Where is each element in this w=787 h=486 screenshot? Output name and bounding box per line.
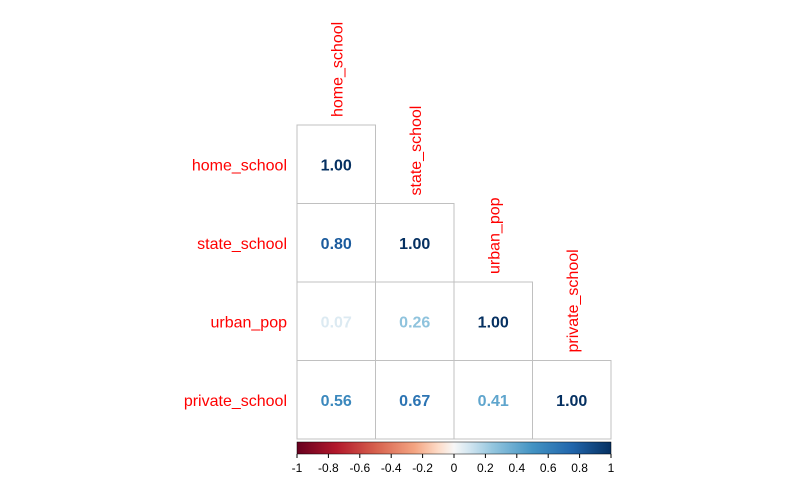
cell-value-label: 0.80 xyxy=(321,236,352,253)
column-labels: home_school state_school urban_pop private_… xyxy=(329,22,582,353)
colorbar-tick-label: 0.4 xyxy=(508,461,525,475)
matrix-cell xyxy=(375,360,455,440)
colorbar-tick-label: -0.8 xyxy=(318,461,339,475)
row-label-state-school: state_school xyxy=(197,236,287,253)
cell-value-label: 0.67 xyxy=(399,393,430,410)
cell-value-label: 0.41 xyxy=(478,393,509,410)
colorbar-tick-label: 0.6 xyxy=(540,461,557,475)
matrix-cell xyxy=(453,281,533,361)
colorbar-tick-label: 0.2 xyxy=(477,461,494,475)
cell-value-label: 1.00 xyxy=(478,314,509,331)
colorbar-tick-label: -1 xyxy=(292,461,303,475)
matrix-cell xyxy=(453,360,533,440)
cell-value-label: 1.00 xyxy=(399,236,430,253)
matrix-cell xyxy=(296,360,376,440)
colorbar-gradient xyxy=(296,441,612,455)
cell-value-label: 0.26 xyxy=(399,314,430,331)
colorbar-tick-label: 1 xyxy=(608,461,615,475)
matrix-cell xyxy=(296,281,376,361)
colorbar-tick-label: -0.2 xyxy=(412,461,433,475)
colorbar-tick-label: 0.8 xyxy=(571,461,588,475)
row-label-private-school: private_school xyxy=(184,393,287,410)
row-label-urban-pop: urban_pop xyxy=(210,314,287,331)
cell-value-label: 1.00 xyxy=(556,393,587,410)
matrix-cell xyxy=(375,281,455,361)
colorbar-tick-label: -0.4 xyxy=(381,461,402,475)
column-label-urban-pop: urban_pop xyxy=(486,197,503,274)
matrix-cell xyxy=(375,203,455,283)
color-legend: -1 -0.8 -0.6 -0.4 -0.2 0 0.2 0.4 0.6 0.8 1 xyxy=(292,441,615,475)
colorbar-tick-label: -0.6 xyxy=(349,461,370,475)
cell-value-label: 0.56 xyxy=(321,393,352,410)
cell-value-label: 1.00 xyxy=(321,157,352,174)
matrix-cell xyxy=(532,360,612,440)
cell-value-label: 0.07 xyxy=(321,314,352,331)
row-labels: home_school state_school urban_pop private_… xyxy=(184,157,287,410)
matrix-cell xyxy=(296,124,376,204)
column-label-private-school: private_school xyxy=(565,249,582,352)
column-label-state-school: state_school xyxy=(408,106,425,196)
matrix-grid: 1.00 0.80 1.00 0.07 0.26 1.00 0.56 0.67 0.41 1.00 xyxy=(296,124,612,440)
row-label-home-school: home_school xyxy=(192,157,287,174)
column-label-home-school: home_school xyxy=(329,22,346,117)
colorbar-tick-label: 0 xyxy=(451,461,458,475)
